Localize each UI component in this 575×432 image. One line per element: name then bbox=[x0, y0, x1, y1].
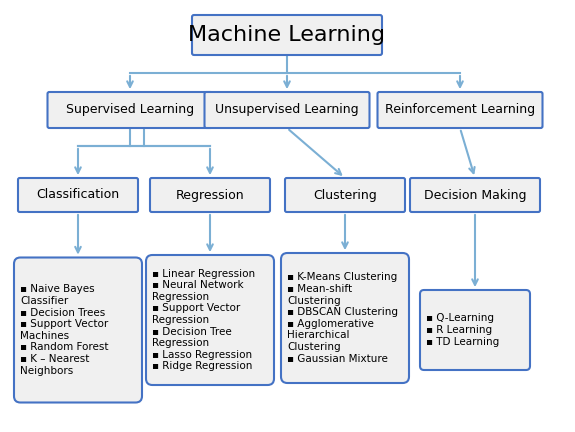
Text: Clustering: Clustering bbox=[313, 188, 377, 201]
FancyBboxPatch shape bbox=[18, 178, 138, 212]
FancyBboxPatch shape bbox=[285, 178, 405, 212]
FancyBboxPatch shape bbox=[410, 178, 540, 212]
FancyBboxPatch shape bbox=[146, 255, 274, 385]
Text: Supervised Learning: Supervised Learning bbox=[66, 104, 194, 117]
FancyBboxPatch shape bbox=[192, 15, 382, 55]
Text: ▪ Naive Bayes
Classifier
▪ Decision Trees
▪ Support Vector
Machines
▪ Random For: ▪ Naive Bayes Classifier ▪ Decision Tree… bbox=[20, 284, 109, 375]
FancyBboxPatch shape bbox=[378, 92, 542, 128]
FancyBboxPatch shape bbox=[205, 92, 370, 128]
Text: Reinforcement Learning: Reinforcement Learning bbox=[385, 104, 535, 117]
Text: Decision Making: Decision Making bbox=[424, 188, 526, 201]
Text: Unsupervised Learning: Unsupervised Learning bbox=[215, 104, 359, 117]
Text: Regression: Regression bbox=[176, 188, 244, 201]
FancyBboxPatch shape bbox=[14, 257, 142, 403]
Text: ▪ Linear Regression
▪ Neural Network
Regression
▪ Support Vector
Regression
▪ De: ▪ Linear Regression ▪ Neural Network Reg… bbox=[152, 269, 255, 372]
Text: ▪ Q-Learning
▪ R Learning
▪ TD Learning: ▪ Q-Learning ▪ R Learning ▪ TD Learning bbox=[426, 313, 499, 346]
FancyBboxPatch shape bbox=[281, 253, 409, 383]
FancyBboxPatch shape bbox=[420, 290, 530, 370]
FancyBboxPatch shape bbox=[150, 178, 270, 212]
FancyBboxPatch shape bbox=[48, 92, 213, 128]
Text: Machine Learning: Machine Learning bbox=[189, 25, 385, 45]
Text: Classification: Classification bbox=[36, 188, 120, 201]
Text: ▪ K-Means Clustering
▪ Mean-shift
Clustering
▪ DBSCAN Clustering
▪ Agglomerative: ▪ K-Means Clustering ▪ Mean-shift Cluste… bbox=[287, 273, 398, 364]
